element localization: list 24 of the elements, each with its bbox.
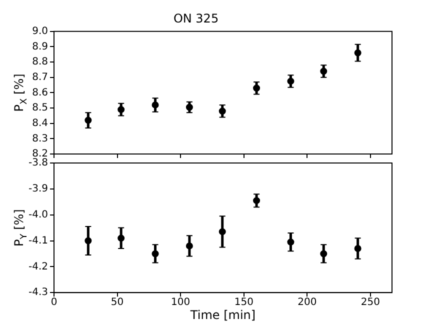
y-tick-label: 8.9 (32, 41, 48, 52)
y-tick-label: -4.0 (28, 209, 48, 220)
y-tick-label: 8.7 (32, 72, 48, 83)
y-tick-label: -3.8 (28, 158, 48, 169)
y-tick-label: 9.0 (32, 26, 48, 37)
y-tick-label: -3.9 (28, 184, 48, 195)
y-axis-title: PY [%] (12, 209, 30, 246)
x-tick-label: 100 (171, 297, 190, 308)
y-tick-label: -4.3 (28, 287, 48, 298)
x-tick-label: 250 (360, 297, 380, 308)
x-axis-title: Time [min] (189, 308, 256, 322)
y-tick-label: 8.5 (32, 102, 48, 114)
y-tick-label: -4.1 (28, 235, 48, 246)
chart-title: ON 325 (173, 11, 219, 26)
y-tick-label: 8.3 (32, 133, 48, 144)
y-tick-label: 8.8 (32, 56, 48, 68)
x-tick-label: 50 (110, 297, 124, 308)
y-tick-label: -4.2 (28, 261, 48, 272)
x-tick-label: 150 (234, 297, 254, 308)
x-tick-label: 200 (298, 297, 317, 308)
y-axis-title: PX [%] (12, 74, 30, 112)
y-tick-label: 8.6 (32, 87, 48, 98)
x-tick-label: 0 (50, 297, 58, 308)
y-tick-label: 8.4 (32, 118, 48, 129)
